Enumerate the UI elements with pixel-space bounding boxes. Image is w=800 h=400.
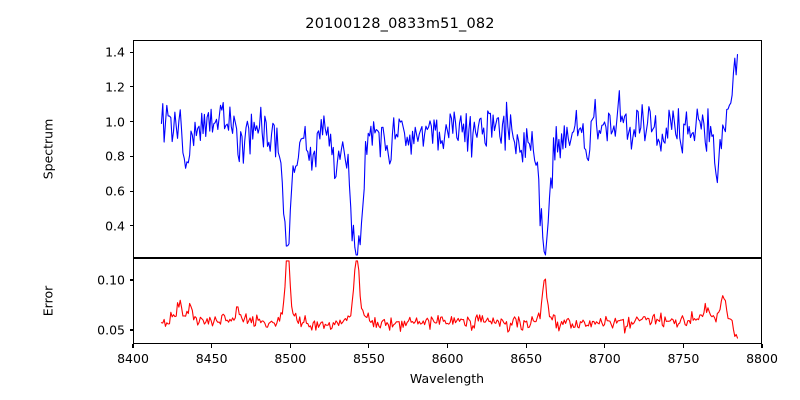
x-tick-label: 8400 xyxy=(117,351,149,366)
y-tick-mark-spectrum xyxy=(129,225,133,227)
error-plot-area xyxy=(160,260,739,339)
figure-title: 20100128_0833m51_082 xyxy=(305,16,495,32)
y-tick-label-error: 0.05 xyxy=(97,322,125,338)
x-tick-mark xyxy=(132,344,134,348)
spectrum-data-line xyxy=(160,53,739,256)
x-tick-mark xyxy=(604,344,606,348)
y-tick-mark-spectrum xyxy=(129,190,133,192)
x-tick-mark xyxy=(525,344,527,348)
y-axis-label-error: Error xyxy=(40,285,56,317)
x-tick-label: 8600 xyxy=(431,351,464,366)
x-tick-mark xyxy=(446,344,449,348)
x-tick-label: 8450 xyxy=(195,351,228,366)
x-tick-label: 8750 xyxy=(667,351,700,366)
y-tick-mark-spectrum xyxy=(129,155,133,157)
x-tick-mark xyxy=(761,344,763,348)
y-tick-label-spectrum: 0.4 xyxy=(105,218,125,234)
y-tick-label-spectrum: 1.0 xyxy=(105,114,125,130)
x-tick-label: 8700 xyxy=(588,351,621,366)
x-tick-mark xyxy=(211,344,213,348)
y-tick-label-spectrum: 0.6 xyxy=(105,183,125,199)
spectrum-panel xyxy=(133,40,762,258)
error-data-line xyxy=(160,260,739,339)
y-axis-label-spectrum: Spectrum xyxy=(40,118,56,180)
x-tick-label: 8650 xyxy=(510,351,543,366)
y-tick-label-spectrum: 0.8 xyxy=(105,148,125,164)
x-tick-label: 8550 xyxy=(352,351,385,366)
y-tick-mark-spectrum xyxy=(129,121,133,123)
x-tick-mark xyxy=(289,344,291,348)
x-tick-mark xyxy=(368,344,370,348)
y-tick-mark-error xyxy=(129,329,133,331)
x-axis-label-wavelength: Wavelength xyxy=(409,371,485,386)
x-tick-label: 8800 xyxy=(746,351,778,366)
spectrum-plot-area xyxy=(160,53,739,256)
y-tick-mark-error xyxy=(129,279,133,281)
x-tick-label: 8500 xyxy=(274,351,307,366)
y-tick-mark-spectrum xyxy=(129,86,133,88)
x-tick-mark xyxy=(682,344,684,348)
error-panel xyxy=(133,258,762,344)
y-tick-label-spectrum: 1.2 xyxy=(105,79,125,95)
y-tick-label-spectrum: 1.4 xyxy=(105,44,125,60)
y-tick-mark-spectrum xyxy=(129,51,133,53)
y-tick-label-error: 0.10 xyxy=(97,272,125,288)
